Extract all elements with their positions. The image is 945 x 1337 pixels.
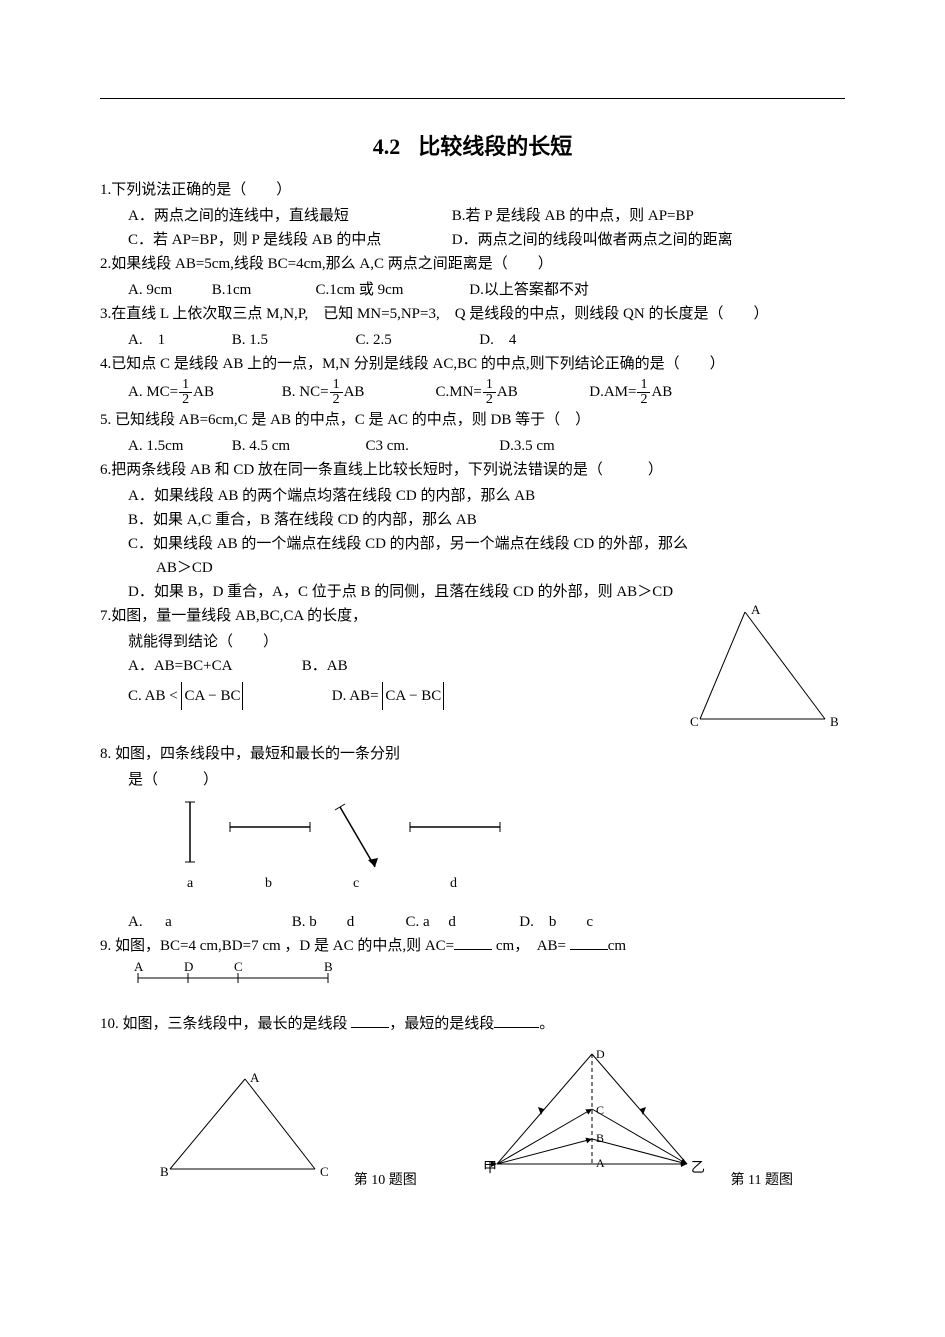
page-title: 4.2 比较线段的长短 bbox=[100, 129, 845, 164]
q6-stem: 6.把两条线段 AB 和 CD 放在同一条直线上比较长短时，下列说法错误的是（ … bbox=[100, 458, 845, 482]
q10-caption: 第 10 题图 bbox=[354, 1173, 417, 1188]
q3-optC: C. 2.5 bbox=[356, 328, 476, 352]
q9-stem: 9. 如图，BC=4 cm,BD=7 cm ，D 是 AC 的中点,则 AC= … bbox=[100, 934, 845, 958]
pt-D: D bbox=[596, 1047, 605, 1061]
q8-stem2: 是（ ） bbox=[100, 768, 845, 792]
q3-optA: A. 1 bbox=[128, 328, 228, 352]
q7-row2: C. AB < CA − BC D. AB= CA − BC bbox=[100, 684, 685, 708]
q4-optA: A. MC=12AB bbox=[128, 378, 278, 408]
q1-optD: D．两点之间的线段叫做者两点之间的距离 bbox=[452, 228, 733, 252]
blank-icon bbox=[494, 1012, 539, 1028]
q9-figure: A D C B bbox=[128, 960, 845, 1004]
q7-stem: 7.如图，量一量线段 AB,BC,CA 的长度， bbox=[100, 604, 685, 628]
fraction-icon: 12 bbox=[637, 378, 650, 408]
q1-row2: C．若 AP=BP，则 P 是线段 AB 的中点 D．两点之间的线段叫做者两点之… bbox=[100, 228, 845, 252]
q1-optB: B.若 P 是线段 AB 的中点，则 AP=BP bbox=[452, 204, 694, 228]
label-c: c bbox=[353, 876, 359, 891]
q1-optA: A．两点之间的连线中，直线最短 bbox=[128, 204, 448, 228]
q3-stem: 3.在直线 L 上依次取三点 M,N,P, 已知 MN=5,NP=3, Q 是线… bbox=[100, 302, 845, 326]
q8-figure: a b c d bbox=[160, 792, 845, 910]
q6-optB: B．如果 A,C 重合，B 落在线段 CD 的内部，那么 AB bbox=[100, 508, 845, 532]
q3-opts: A. 1 B. 1.5 C. 2.5 D. 4 bbox=[100, 328, 845, 352]
q8-optA: A. a bbox=[128, 910, 288, 934]
fraction-icon: 12 bbox=[330, 378, 343, 408]
pt-B: B bbox=[160, 1164, 169, 1179]
q6-optC2: AB＞CD bbox=[100, 556, 845, 580]
q2-optC: C.1cm 或 9cm bbox=[316, 278, 466, 302]
q10-stem: 10. 如图，三条线段中，最长的是线段 ，最短的是线段。 bbox=[100, 1012, 845, 1036]
blank-icon bbox=[570, 934, 608, 950]
q4-C-pre: C.MN= bbox=[436, 380, 482, 404]
label-b: b bbox=[265, 876, 272, 891]
q2-optD: D.以上答案都不对 bbox=[469, 278, 589, 302]
pt-A-label: A bbox=[751, 602, 761, 617]
label-d: d bbox=[450, 876, 457, 891]
q6-optC: C．如果线段 AB 的一个端点在线段 CD 的内部，另一个端点在线段 CD 的外… bbox=[100, 532, 845, 556]
q5-stem: 5. 已知线段 AB=6cm,C 是 AB 的中点，C 是 AC 的中点，则 D… bbox=[100, 408, 845, 432]
q10-figure: A B C 第 10 题图 bbox=[160, 1064, 417, 1192]
pt-B: B bbox=[596, 1131, 604, 1145]
q4-opts: A. MC=12AB B. NC=12AB C.MN=12AB D.AM=12A… bbox=[100, 378, 845, 408]
title-number: 4.2 bbox=[373, 134, 401, 159]
pt-C: C bbox=[320, 1164, 329, 1179]
q6-optA: A．如果线段 AB 的两个端点均落在线段 CD 的内部，那么 AB bbox=[100, 484, 845, 508]
q4-B-pre: B. NC= bbox=[282, 380, 329, 404]
pt-B-label: B bbox=[830, 714, 839, 729]
q4-D-pre: D.AM= bbox=[589, 380, 636, 404]
q7-line2: 就能得到结论（ ） bbox=[100, 630, 685, 654]
q3-optB: B. 1.5 bbox=[232, 328, 352, 352]
pt-A: A bbox=[596, 1156, 605, 1170]
q8-optC: C. a d bbox=[406, 910, 516, 934]
title-text: 比较线段的长短 bbox=[418, 134, 572, 159]
q4-stem: 4.已知点 C 是线段 AB 上的一点，M,N 分别是线段 AC,BC 的中点,… bbox=[100, 352, 845, 376]
q1-optC: C．若 AP=BP，则 P 是线段 AB 的中点 bbox=[128, 228, 448, 252]
q5-optD: D.3.5 cm bbox=[499, 434, 554, 458]
q4-optC: C.MN=12AB bbox=[436, 378, 586, 408]
pt-A: A bbox=[250, 1070, 260, 1085]
q8-stem1: 8. 如图，四条线段中，最短和最长的一条分别 bbox=[100, 742, 845, 766]
label-a: a bbox=[187, 876, 194, 891]
q4-optB: B. NC=12AB bbox=[282, 378, 432, 408]
q5-opts: A. 1.5cm B. 4.5 cm C3 cm. D.3.5 cm bbox=[100, 434, 845, 458]
q11-caption: 第 11 题图 bbox=[731, 1173, 793, 1188]
q2-opts: A. 9cm B.1cm C.1cm 或 9cm D.以上答案都不对 bbox=[100, 278, 845, 302]
label-yi: 乙 bbox=[691, 1160, 705, 1176]
q5-optC: C3 cm. bbox=[366, 434, 496, 458]
q2-optB: B.1cm bbox=[212, 278, 312, 302]
q7-optD: D. AB= CA − BC bbox=[332, 684, 445, 708]
pt-A: A bbox=[134, 959, 144, 974]
pt-C-label: C bbox=[690, 714, 699, 729]
q8-optB: B. b d bbox=[292, 910, 402, 934]
q11-figure: A B C D 甲 乙 第 11 题图 bbox=[477, 1044, 793, 1192]
blank-icon bbox=[454, 934, 492, 950]
abs-icon: CA − BC bbox=[382, 684, 444, 708]
fraction-icon: 12 bbox=[483, 378, 496, 408]
q2-stem: 2.如果线段 AB=5cm,线段 BC=4cm,那么 A,C 两点之间距离是（ … bbox=[100, 252, 845, 276]
q4-optD: D.AM=12AB bbox=[589, 378, 672, 408]
q3-optD: D. 4 bbox=[479, 328, 516, 352]
label-jia: 甲 bbox=[483, 1161, 497, 1176]
q7-figure: A C B bbox=[685, 604, 845, 742]
q6-optD: D．如果 B，D 重合，A，C 位于点 B 的同侧，且落在线段 CD 的外部，则… bbox=[100, 580, 845, 604]
abs-icon: CA − BC bbox=[181, 684, 243, 708]
q7-optC: C. AB < CA − BC bbox=[128, 684, 328, 708]
q8-opts: A. a B. b d C. a d D. b c bbox=[100, 910, 845, 934]
q7-row1: A．AB=BC+CA B．AB bbox=[100, 654, 685, 678]
blank-icon bbox=[351, 1012, 389, 1028]
fraction-icon: 12 bbox=[179, 378, 192, 408]
q5-optA: A. 1.5cm bbox=[128, 434, 228, 458]
q1-stem: 1.下列说法正确的是（ ） bbox=[100, 178, 845, 202]
q5-optB: B. 4.5 cm bbox=[232, 434, 362, 458]
pt-B: B bbox=[324, 959, 333, 974]
q8-optD: D. b c bbox=[519, 910, 593, 934]
q7-optB: B．AB bbox=[302, 654, 348, 678]
pt-C: C bbox=[234, 959, 243, 974]
q1-row1: A．两点之间的连线中，直线最短 B.若 P 是线段 AB 的中点，则 AP=BP bbox=[100, 204, 845, 228]
pt-D: D bbox=[184, 959, 193, 974]
q4-A-pre: A. MC= bbox=[128, 380, 178, 404]
q7-optA: A．AB=BC+CA bbox=[128, 654, 298, 678]
q2-optA: A. 9cm bbox=[128, 278, 208, 302]
top-rule bbox=[100, 98, 845, 99]
